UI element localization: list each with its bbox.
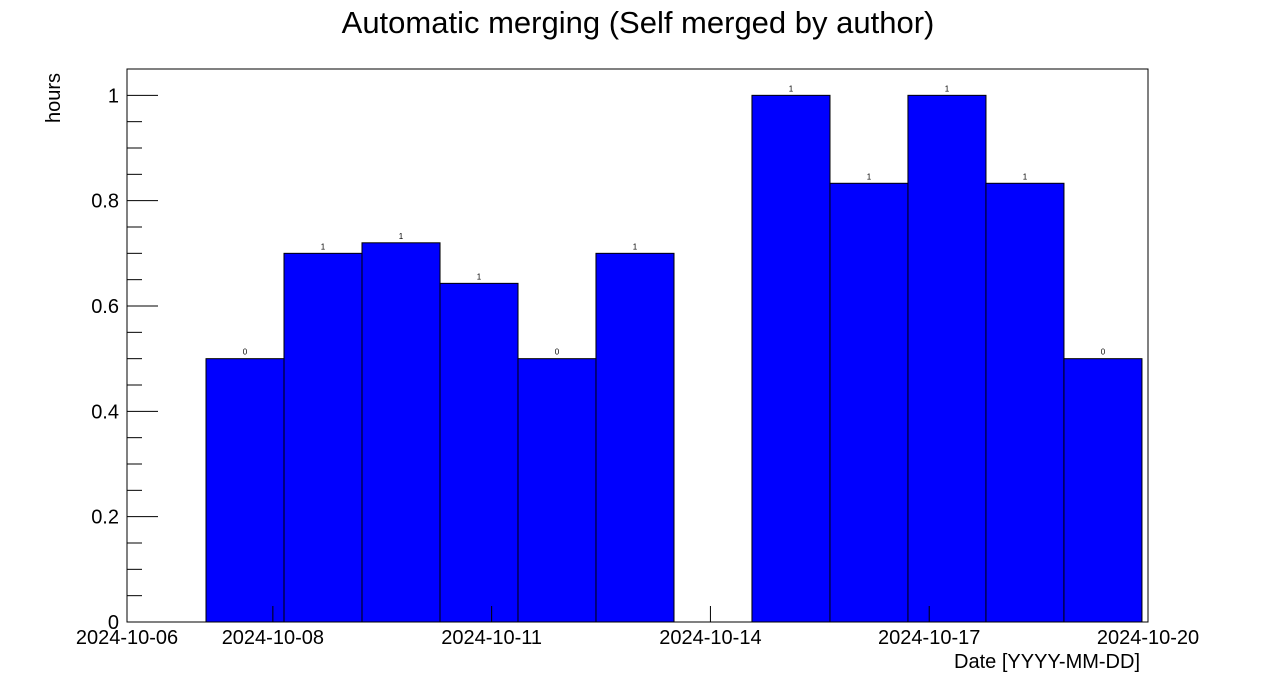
bar-value-label: 1 — [945, 84, 950, 93]
x-tick-label: 2024-10-08 — [222, 627, 324, 649]
histogram-bar — [829, 182, 909, 623]
bars-group — [205, 94, 1143, 623]
bar-labels-group: 0 1 1 1 0 1 1 1 1 1 0 — [243, 84, 1106, 356]
x-tick-label: 2024-10-11 — [441, 627, 542, 649]
histogram-bar — [751, 94, 831, 623]
bar-value-label: 1 — [633, 242, 638, 251]
y-axis-label: hours — [43, 73, 65, 123]
histogram-bar — [1063, 358, 1143, 623]
bar-value-label: 0 — [243, 348, 248, 357]
y-tick-label: 0.4 — [91, 401, 119, 423]
y-tick-label: 0.6 — [91, 296, 119, 318]
histogram-bar — [517, 358, 597, 623]
x-axis: 2024-10-06 2024-10-08 2024-10-11 2024-10-14… — [76, 606, 1199, 649]
x-tick-label: 2024-10-20 — [1097, 627, 1199, 649]
histogram-bar — [361, 242, 441, 623]
histogram-bar — [439, 282, 519, 623]
x-tick-label: 2024-10-14 — [659, 627, 761, 649]
y-tick-label: 0 — [108, 612, 119, 634]
y-tick-label: 1 — [108, 85, 119, 107]
x-axis-label: Date [YYYY-MM-DD] — [954, 651, 1140, 673]
x-tick-label: 2024-10-06 — [76, 627, 178, 649]
bar-value-label: 0 — [1101, 348, 1106, 357]
histogram-bar — [283, 252, 363, 623]
histogram-bar — [595, 252, 675, 623]
bar-value-label: 1 — [867, 172, 872, 181]
histogram-bar — [907, 94, 987, 623]
bar-value-label: 1 — [789, 84, 794, 93]
x-tick-label: 2024-10-17 — [878, 627, 980, 649]
y-axis: 0 0.2 0.4 0.6 0.8 1 — [91, 68, 158, 634]
histogram-bar — [205, 358, 285, 623]
plot-frame — [126, 68, 1149, 623]
bar-value-label: 0 — [555, 348, 560, 357]
chart-title: Automatic merging (Self merged by author… — [342, 5, 935, 40]
bar-value-label: 1 — [1023, 172, 1028, 181]
bar-value-label: 1 — [321, 242, 326, 251]
y-tick-label: 0.2 — [91, 507, 119, 529]
bar-value-label: 1 — [399, 232, 404, 241]
y-tick-label: 0.8 — [91, 191, 119, 213]
histogram-bar — [985, 182, 1065, 623]
bar-value-label: 1 — [477, 272, 482, 281]
